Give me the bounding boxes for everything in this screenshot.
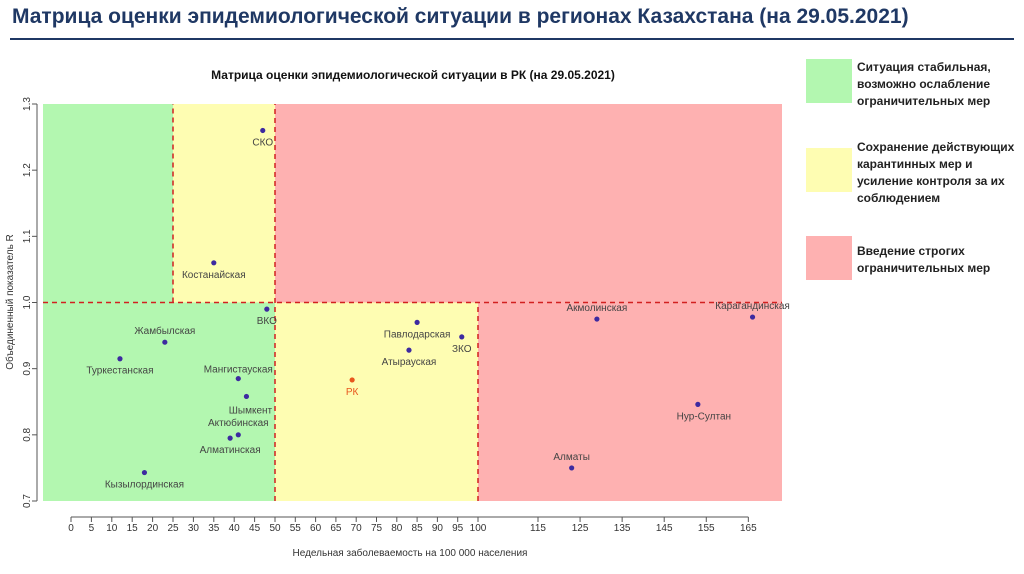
- x-tick-label: 10: [106, 523, 118, 534]
- x-tick-label: 125: [572, 523, 589, 534]
- legend-text-maintain: Сохранение действующих карантинных мер и…: [857, 140, 1015, 205]
- point-label: ВКО: [257, 316, 277, 327]
- x-tick-label: 35: [208, 523, 220, 534]
- x-axis-label: Недельная заболеваемость на 100 000 насе…: [293, 547, 528, 559]
- point-label: РК: [346, 387, 359, 398]
- point-label: Павлодарская: [384, 329, 451, 340]
- axes-layer: 0 5 10 15 20 25 30 35 40 45 50 55 60 65 70 75 80 85 90 95 10…: [22, 97, 757, 534]
- x-tick-label: 30: [188, 523, 200, 534]
- point-label: Туркестанская: [86, 366, 153, 377]
- x-tick-label: 45: [249, 523, 261, 534]
- y-tick-label: 1.1: [22, 229, 33, 243]
- x-tick-label: 20: [147, 523, 159, 534]
- x-tick-label: 85: [412, 523, 424, 534]
- x-tick-label: 95: [452, 523, 464, 534]
- point-label: СКО: [252, 137, 273, 148]
- data-point: [695, 401, 701, 407]
- title-divider: [10, 38, 1014, 40]
- x-tick-label: 100: [470, 523, 487, 534]
- legend-swatch-red: [806, 236, 852, 280]
- point-label: Нур-Султан: [677, 411, 731, 422]
- legend-text-stable: Ситуация стабильная, возможно ослабление…: [857, 60, 991, 108]
- divider-layer: [43, 104, 782, 501]
- data-point: [235, 432, 241, 438]
- data-point: [459, 334, 465, 340]
- data-point: [117, 356, 123, 362]
- x-tick-label: 5: [89, 523, 95, 534]
- x-tick-label: 65: [330, 523, 342, 534]
- x-tick-label: 75: [371, 523, 383, 534]
- x-tick-label: 70: [351, 523, 363, 534]
- legend-text-strict: Введение строгих ограничительных мер: [857, 244, 991, 275]
- y-tick-label: 0.7: [22, 494, 33, 508]
- x-tick-label: 60: [310, 523, 322, 534]
- zone-green: [43, 302, 275, 501]
- zone-red: [275, 104, 782, 303]
- zone-red: [478, 302, 782, 501]
- zone-layer: [43, 104, 782, 501]
- x-tick-label: 50: [269, 523, 281, 534]
- legend-swatch-green: [806, 59, 852, 103]
- data-point: [227, 435, 233, 441]
- data-point: [406, 347, 412, 353]
- page-title: Матрица оценки эпидемиологической ситуац…: [12, 5, 909, 28]
- point-label: Актюбинская: [208, 417, 269, 429]
- data-point: [235, 375, 241, 382]
- point-label: ЗКО: [452, 344, 472, 355]
- y-tick-label: 0.8: [22, 427, 33, 441]
- y-axis-label: Объединенный показатель R: [4, 234, 16, 370]
- y-tick-label: 1.3: [22, 97, 33, 111]
- x-tick-label: 115: [530, 523, 546, 534]
- data-point: [594, 316, 600, 322]
- zone-yellow: [275, 302, 478, 501]
- data-point: [260, 127, 266, 134]
- data-point: [243, 393, 250, 400]
- x-tick-label: 40: [229, 523, 241, 534]
- data-point: [569, 465, 575, 471]
- legend-swatch-yellow: [806, 148, 852, 192]
- x-tick-label: 55: [290, 523, 302, 534]
- x-tick-label: 90: [432, 523, 444, 534]
- zone-yellow: [173, 104, 275, 303]
- point-label: Жамбылская: [134, 325, 195, 337]
- y-tick-label: 1.2: [22, 163, 33, 177]
- x-tick-label: 0: [68, 523, 74, 534]
- point-label: Акмолинская: [567, 303, 628, 314]
- y-tick-label: 1.0: [22, 295, 33, 309]
- point-label: Атырауская: [382, 357, 437, 368]
- x-tick-label: 145: [656, 523, 673, 534]
- y-tick-label: 0.9: [22, 361, 33, 375]
- data-point: [749, 314, 756, 320]
- data-point: [414, 319, 420, 325]
- data-point: [211, 260, 217, 266]
- x-tick-label: 15: [127, 523, 139, 534]
- point-label: Алматинская: [200, 445, 261, 456]
- chart-title: Матрица оценки эпидемиологической ситуац…: [211, 68, 615, 82]
- point-label: Шымкент: [229, 405, 273, 416]
- x-tick-label: 135: [614, 523, 631, 534]
- point-label: Костанайская: [182, 270, 246, 281]
- x-tick-label: 25: [167, 523, 179, 534]
- zone-green: [43, 104, 173, 303]
- point-label: Карагандинская: [715, 301, 790, 312]
- data-point: [141, 469, 148, 476]
- point-label: Кызылординская: [105, 480, 184, 491]
- x-tick-label: 165: [740, 523, 757, 534]
- points-layer: СКО Костанайская ВКО Жамбылская Туркестанска…: [86, 127, 790, 491]
- point-label: Алматы: [553, 452, 590, 463]
- data-point: [349, 377, 355, 383]
- point-label: Мангистауская: [204, 365, 273, 376]
- data-point: [264, 306, 270, 312]
- x-tick-label: 80: [391, 523, 403, 534]
- data-point: [162, 339, 168, 345]
- x-tick-label: 155: [698, 523, 715, 534]
